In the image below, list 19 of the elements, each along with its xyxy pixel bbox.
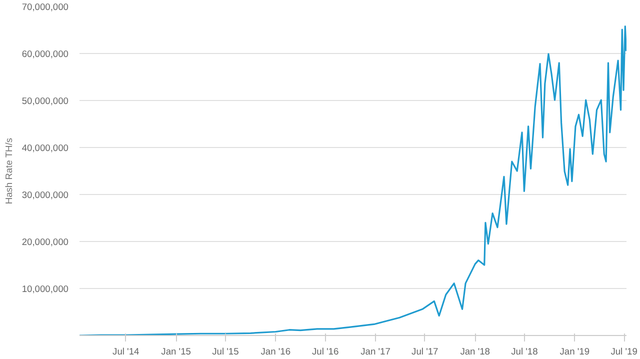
x-tick-label: Jan '17 bbox=[360, 346, 390, 356]
y-axis-title: Hash Rate TH/s bbox=[4, 138, 14, 204]
y-tick-label: 30,000,000 bbox=[22, 190, 68, 200]
x-tick-label: Jan '16 bbox=[260, 346, 291, 356]
x-tick-label: Jan '19 bbox=[560, 346, 590, 356]
x-tick-label: Jul '15 bbox=[212, 346, 239, 356]
y-tick-label: 50,000,000 bbox=[22, 96, 68, 106]
x-tick-label: Jul '14 bbox=[112, 346, 140, 356]
y-tick-label: 20,000,000 bbox=[22, 237, 68, 247]
x-tick-label: Jul '18 bbox=[511, 346, 538, 356]
y-tick-label: 40,000,000 bbox=[22, 143, 68, 153]
x-tick-label: Jan '15 bbox=[161, 346, 191, 356]
x-tick-label: Jan '18 bbox=[460, 346, 490, 356]
x-tick-label: Jul '16 bbox=[312, 346, 339, 356]
y-tick-label: 60,000,000 bbox=[22, 49, 68, 59]
x-tick-label: Jul '17 bbox=[412, 346, 438, 356]
y-tick-label: 10,000,000 bbox=[22, 284, 68, 294]
x-tick-label: Jul '19 bbox=[610, 346, 638, 356]
y-tick-label: 70,000,000 bbox=[22, 2, 68, 12]
